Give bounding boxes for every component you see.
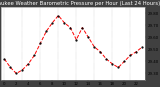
Title: Milwaukee Weather Barometric Pressure per Hour (Last 24 Hours): Milwaukee Weather Barometric Pressure pe… bbox=[0, 1, 160, 6]
